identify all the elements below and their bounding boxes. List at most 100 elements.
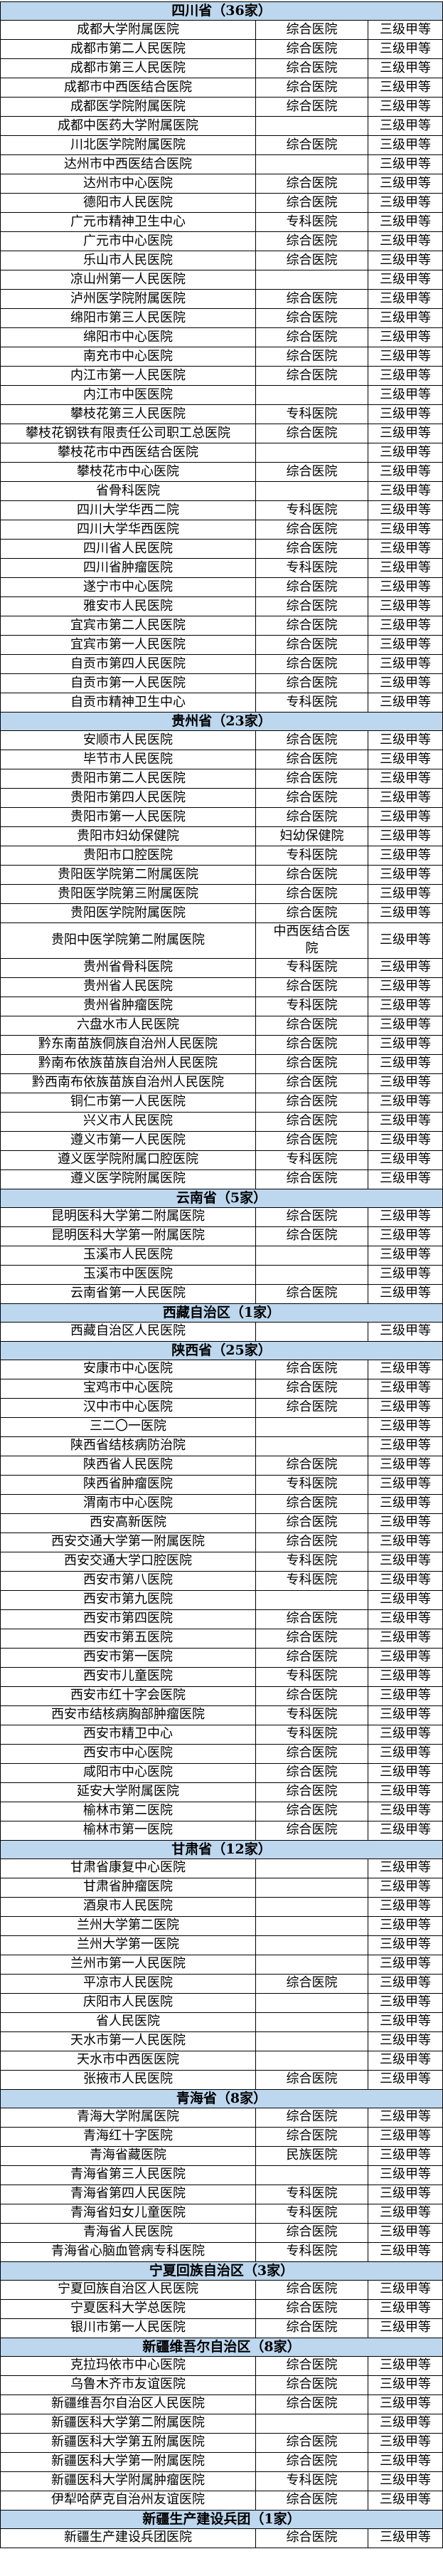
hospital-type-cell: 综合医院 (256, 1686, 368, 1705)
hospital-grade-cell: 三级甲等 (380, 617, 431, 633)
hospital-grade-cell: 三级甲等 (380, 387, 431, 402)
hospital-grade-cell: 三级甲等 (380, 252, 431, 268)
table-row: 绵阳市第三人民医院 综合医院 三级甲等 (1, 309, 442, 328)
table-row: 玉溪市人民医院 三级甲等 (1, 1246, 442, 1266)
hospital-name-cell: 宜宾市第二人民医院 (1, 616, 256, 635)
hospital-type-cell: 专科医院 (256, 958, 368, 977)
hospital-type-cell: 综合医院 (256, 98, 368, 116)
table-row: 省人民医院 三级甲等 (1, 2012, 442, 2032)
hospital-type-cell (256, 2414, 368, 2433)
hospital-grade-cell: 三级甲等 (380, 137, 431, 152)
section-header: 云南省（5家） (1, 1189, 442, 1208)
hospital-name-cell: 遵义医学院附属口腔医院 (1, 1150, 256, 1169)
hospital-grade-cell: 三级甲等 (380, 60, 431, 75)
hospital-name-cell: 新疆维吾尔自治区人民医院 (1, 2394, 256, 2414)
hospital-type-cell: 综合医院 (256, 808, 368, 826)
hospital-grade-cell: 三级甲等 (380, 2301, 431, 2316)
hospital-name-cell: 贵阳医学院第三附属医院 (1, 885, 256, 903)
hospital-type-cell: 专科医院 (256, 1571, 368, 1590)
hospital-type-cell (256, 1916, 368, 1935)
table-row: 新疆维吾尔自治区人民医院 综合医院 三级甲等 (1, 2394, 442, 2414)
hospital-type-cell: 综合医院 (256, 1073, 368, 1093)
hospital-type-cell: 综合医院 (256, 655, 368, 673)
hospital-name-cell: 川北医学院附属医院 (1, 136, 256, 154)
hospital-name-cell: 安顺市人民医院 (1, 731, 256, 750)
hospital-name-cell: 青海省心脑血管病专科医院 (1, 2242, 256, 2261)
hospital-type-cell: 专科医院 (256, 693, 368, 712)
hospital-type-cell (256, 1417, 368, 1436)
hospital-grade-cell: 三级甲等 (380, 1611, 431, 1626)
table-row: 西安市儿童医院 专科医院 三级甲等 (1, 1667, 442, 1687)
table-row: 成都大学附属医院 综合医院 三级甲等 (1, 21, 442, 40)
hospital-name-cell: 贵阳医学院第二附属医院 (1, 866, 256, 884)
hospital-grade-cell: 三级甲等 (380, 1918, 431, 1933)
hospital-grade-cell: 三级甲等 (380, 1209, 431, 1224)
hospital-name-cell: 青海红十字医院 (1, 2127, 256, 2146)
hospital-grade-cell: 三级甲等 (380, 598, 431, 614)
hospital-name-cell: 青海省藏医院 (1, 2146, 256, 2165)
table-row: 新疆医科大学第二附属医院 三级甲等 (1, 2414, 442, 2434)
hospital-name-cell: 银川市第一人民医院 (1, 2318, 256, 2338)
hospital-name-cell: 西藏自治区人民医院 (1, 1322, 256, 1341)
hospital-type-cell: 综合医院 (256, 1782, 368, 1802)
hospital-grade-cell: 三级甲等 (380, 2492, 431, 2508)
table-row: 青海省心脑血管病专科医院 专科医院 三级甲等 (1, 2242, 442, 2262)
hospital-type-cell: 综合医院 (256, 977, 368, 997)
hospital-grade-cell: 三级甲等 (380, 1017, 431, 1033)
hospital-type-cell (256, 1265, 368, 1284)
hospital-grade-cell: 三级甲等 (380, 932, 431, 948)
hospital-grade-cell: 三级甲等 (380, 847, 431, 863)
table-row: 乐山市人民医院 综合医院 三级甲等 (1, 251, 442, 270)
hospital-grade-cell: 三级甲等 (380, 1994, 431, 2010)
hospital-name-cell: 西安市第四医院 (1, 1609, 256, 1629)
table-row: 贵阳市第一人民医院 综合医院 三级甲等 (1, 808, 442, 827)
table-row: 贵阳市口腔医院 专科医院 三级甲等 (1, 846, 442, 866)
hospital-name-cell: 自贡市第四人民医院 (1, 655, 256, 673)
hospital-name-cell: 西安市第五医院 (1, 1629, 256, 1648)
hospital-name-cell: 遵义医学院附属医院 (1, 1169, 256, 1189)
hospital-name-cell: 德阳市人民医院 (1, 194, 256, 212)
section-header: 陕西省（25家） (1, 1341, 442, 1360)
hospital-grade-cell: 三级甲等 (380, 483, 431, 498)
hospital-grade-cell: 三级甲等 (380, 329, 431, 345)
hospital-type-cell: 综合医院 (256, 540, 368, 558)
hospital-type-cell: 综合医院 (256, 731, 368, 750)
hospital-name-cell: 咸阳市中心医院 (1, 1763, 256, 1782)
hospital-name-cell: 西安市第一医院 (1, 1648, 256, 1667)
table-row: 西安市第五医院 综合医院 三级甲等 (1, 1629, 442, 1649)
hospital-name-cell: 达州市中西医结合医院 (1, 155, 256, 174)
hospital-grade-cell: 三级甲等 (380, 1956, 431, 1972)
hospital-grade-cell: 三级甲等 (380, 1745, 431, 1761)
hospital-grade-cell: 三级甲等 (380, 2530, 431, 2545)
table-row: 自贡市精神卫生中心 专科医院 三级甲等 (1, 693, 442, 713)
hospital-type-cell: 专科医院 (256, 2185, 368, 2204)
hospital-grade-cell: 三级甲等 (380, 1495, 431, 1511)
hospital-grade-cell: 三级甲等 (380, 1975, 431, 1991)
table-row: 西安市第一医院 综合医院 三级甲等 (1, 1648, 442, 1668)
table-row: 榆林市第二医院 综合医院 三级甲等 (1, 1802, 442, 1821)
hospital-name-cell: 西安交通大学口腔医院 (1, 1552, 256, 1571)
hospital-type-cell: 中西医结合医院 (256, 923, 368, 958)
hospital-name-cell: 贵阳市口腔医院 (1, 846, 256, 865)
hospital-grade-cell: 三级甲等 (380, 770, 431, 786)
hospital-name-cell: 陕西省肿瘤医院 (1, 1475, 256, 1494)
table-row: 天水市第一人民医院 三级甲等 (1, 2031, 442, 2051)
hospital-grade-cell: 三级甲等 (380, 732, 431, 747)
hospital-grade-cell: 三级甲等 (380, 425, 431, 441)
hospital-type-cell: 专科医院 (256, 2242, 368, 2261)
section-header: 四川省（36家） (1, 2, 442, 21)
hospital-name-cell: 西安市精卫中心 (1, 1725, 256, 1744)
hospital-type-cell (256, 1897, 368, 1916)
hospital-grade-cell: 三级甲等 (380, 367, 431, 383)
table-row: 青海省第三人民医院 三级甲等 (1, 2165, 442, 2185)
hospital-name-cell: 玉溪市人民医院 (1, 1246, 256, 1265)
hospital-name-cell: 宁夏医科大学总医院 (1, 2299, 256, 2318)
table-row: 宜宾市第一人民医院 综合医院 三级甲等 (1, 636, 442, 655)
hospital-name-cell: 新疆医科大学第一附属医院 (1, 2452, 256, 2471)
hospital-name-cell: 青海省第三人民医院 (1, 2165, 256, 2185)
hospital-type-cell: 综合医院 (256, 2375, 368, 2394)
hospital-type-cell: 专科医院 (256, 213, 368, 231)
hospital-name-cell: 自贡市第一人民医院 (1, 674, 256, 693)
hospital-name-cell: 攀枝花钢铁有限责任公司职工总医院 (1, 424, 256, 443)
table-row: 遂宁市中心医院 综合医院 三级甲等 (1, 578, 442, 597)
